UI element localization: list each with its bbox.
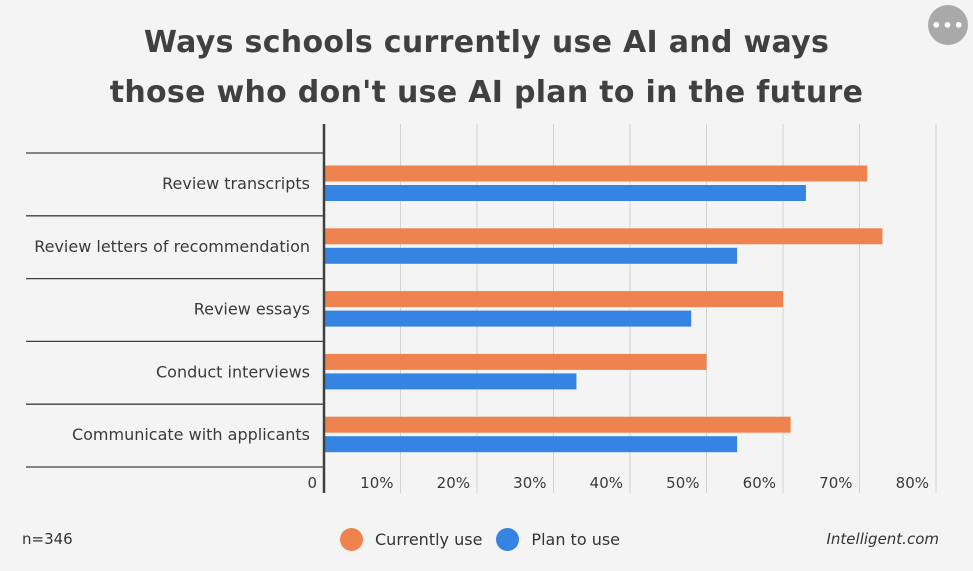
category-label: Review essays bbox=[194, 300, 310, 319]
x-tick-label: 40% bbox=[590, 474, 623, 492]
bar-currently-use-5 bbox=[324, 416, 791, 433]
category-label: Review letters of recommendation bbox=[34, 237, 310, 256]
x-tick-label: 80% bbox=[896, 474, 929, 492]
bar-plan-to-use-2 bbox=[324, 247, 738, 264]
category-label: Communicate with applicants bbox=[72, 425, 310, 444]
bar-currently-use-2 bbox=[324, 228, 883, 245]
x-tick-label: 0 bbox=[307, 474, 317, 492]
source-credit[interactable]: Intelligent.com bbox=[826, 530, 940, 548]
bar-plan-to-use-1 bbox=[324, 185, 806, 201]
bar-plan-to-use-3 bbox=[324, 310, 692, 327]
sample-size-note: n=346 bbox=[22, 530, 73, 548]
x-tick-label: 20% bbox=[437, 474, 470, 492]
chart-legend: Currently use Plan to use bbox=[340, 527, 634, 551]
bar-currently-use-1 bbox=[324, 165, 868, 182]
x-tick-label: 70% bbox=[819, 474, 852, 492]
category-label: Conduct interviews bbox=[156, 362, 310, 381]
legend-label-currently-use: Currently use bbox=[375, 529, 483, 549]
more-options-button[interactable]: ••• bbox=[928, 5, 968, 45]
chart-title-line-2: those who don't use AI plan to in the fu… bbox=[109, 75, 864, 110]
category-label: Review transcripts bbox=[162, 174, 310, 193]
bar-currently-use-3 bbox=[324, 291, 783, 308]
legend-item-plan-to-use[interactable]: Plan to use bbox=[496, 527, 621, 551]
x-tick-label: 50% bbox=[666, 474, 699, 492]
more-options-icon: ••• bbox=[931, 15, 965, 35]
chart-title: Ways schools currently use AI and ways t… bbox=[0, 18, 973, 118]
bar-currently-use-4 bbox=[324, 353, 707, 370]
x-tick-label: 30% bbox=[513, 474, 546, 492]
legend-label-plan-to-use: Plan to use bbox=[531, 529, 621, 549]
bar-plan-to-use-5 bbox=[324, 436, 738, 453]
legend-swatch-plan-to-use bbox=[496, 527, 520, 551]
bar-plan-to-use-4 bbox=[324, 373, 577, 390]
legend-item-currently-use[interactable]: Currently use bbox=[340, 527, 483, 551]
legend-swatch-currently-use bbox=[340, 527, 363, 551]
chart-title-line-1: Ways schools currently use AI and ways bbox=[143, 25, 830, 60]
x-tick-label: 60% bbox=[743, 474, 776, 492]
x-tick-label: 10% bbox=[360, 474, 393, 492]
